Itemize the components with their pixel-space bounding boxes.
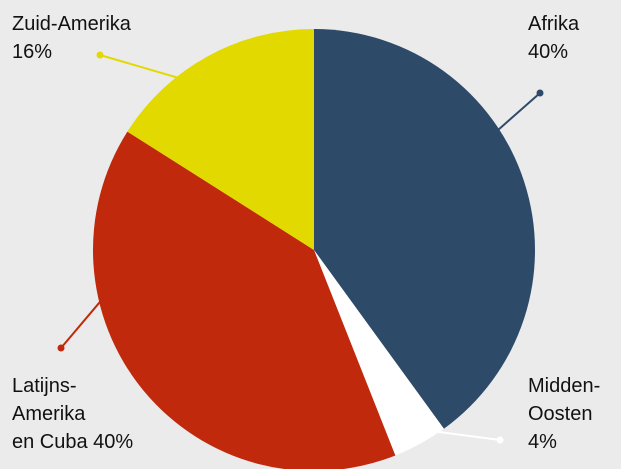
label-latijns-amerika-line-3: en Cuba 40% <box>12 431 134 453</box>
leader-dot-midden <box>496 436 504 444</box>
label-latijns-amerika-line-2: Amerika <box>12 403 86 425</box>
leader-line-zuid-amerika <box>99 54 203 86</box>
label-afrika-line-1: Afrika <box>528 13 580 35</box>
label-midden-oosten-line-3: 4% <box>528 431 557 453</box>
label-latijns-amerika-line-1: Latijns- <box>12 375 77 397</box>
leader-dot-zuid-amerika <box>96 51 104 59</box>
label-latijns-amerika: Latijns- Amerika en Cuba 40% <box>12 372 133 456</box>
leader-line-afrika <box>495 92 541 133</box>
label-afrika-line-2: 40% <box>528 41 569 63</box>
label-zuid-amerika-line-1: Zuid-Amerika <box>12 13 131 35</box>
label-zuid-amerika-line-2: 16% <box>12 41 53 63</box>
pie-slice-afrika <box>314 29 535 429</box>
label-midden-oosten-line-2: Oosten <box>528 403 593 425</box>
leader-line-midden <box>436 430 501 441</box>
leader-dot-afrika <box>536 89 544 97</box>
label-midden-oosten-line-1: Midden- <box>528 375 601 397</box>
pie-slice-latijns <box>92 131 396 469</box>
pie-slice-zuid-amerika <box>127 29 315 250</box>
label-midden-oosten: Midden- Oosten 4% <box>528 372 600 456</box>
leader-dot-latijns <box>57 344 65 352</box>
pie-slice-midden <box>314 250 444 456</box>
leader-line-latijns <box>60 298 104 349</box>
label-zuid-amerika: Zuid-Amerika 16% <box>12 10 131 66</box>
label-afrika: Afrika 40% <box>528 10 579 66</box>
